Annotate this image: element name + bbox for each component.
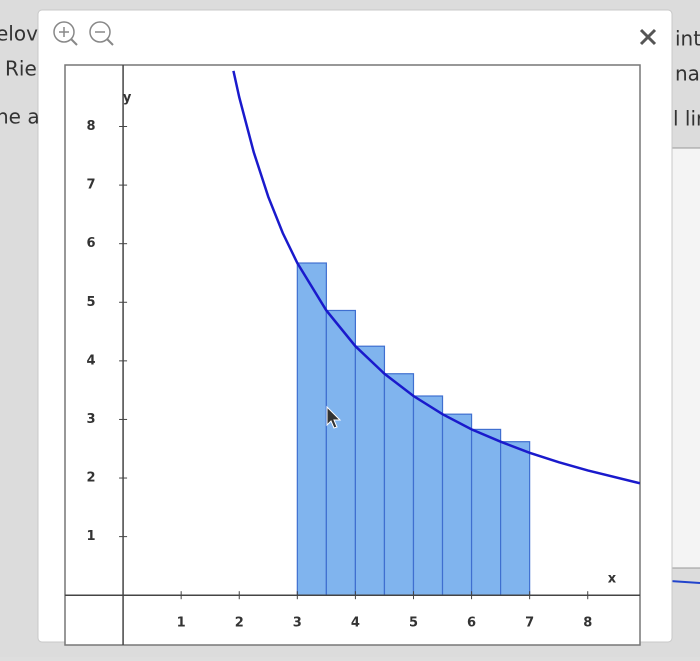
riemann-bar bbox=[383, 373, 415, 596]
y-tick-label: 2 bbox=[87, 471, 96, 486]
background-text: elov bbox=[0, 22, 38, 46]
riemann-bar bbox=[325, 309, 357, 596]
x-tick-label: 4 bbox=[351, 616, 360, 631]
y-tick-label: 7 bbox=[87, 178, 96, 193]
background-text: inte bbox=[675, 27, 700, 51]
side-panel bbox=[667, 147, 700, 569]
y-tick-label: 8 bbox=[87, 119, 96, 134]
x-tick-label: 1 bbox=[177, 616, 186, 631]
zoom-out[interactable] bbox=[89, 21, 114, 46]
zoom-in[interactable] bbox=[53, 21, 78, 46]
x-tick-label: 5 bbox=[409, 616, 418, 631]
x-tick-label: 3 bbox=[293, 616, 302, 631]
background-text: he a bbox=[0, 105, 40, 129]
riemann-bar bbox=[412, 395, 444, 596]
background-text: nar bbox=[675, 62, 700, 86]
riemann-bar bbox=[354, 345, 386, 596]
y-tick-label: 5 bbox=[87, 295, 96, 310]
y-tick-label: 3 bbox=[87, 412, 96, 427]
riemann-bar bbox=[441, 413, 473, 596]
y-tick-label: 6 bbox=[87, 236, 96, 251]
x-tick-label: 2 bbox=[235, 616, 244, 631]
x-axis-label: x bbox=[608, 572, 617, 587]
y-tick-label: 1 bbox=[87, 529, 96, 544]
plot bbox=[65, 65, 640, 645]
x-tick-label: 8 bbox=[583, 616, 592, 631]
riemann-bar bbox=[296, 262, 327, 596]
y-tick-label: 4 bbox=[87, 353, 96, 368]
x-tick-label: 6 bbox=[467, 616, 476, 631]
riemann-bar bbox=[500, 441, 531, 596]
close-button[interactable] bbox=[639, 28, 657, 46]
curve bbox=[232, 70, 640, 485]
x-tick-label: 7 bbox=[525, 616, 534, 631]
riemann-bar bbox=[470, 428, 502, 596]
background-text: Rie bbox=[5, 57, 37, 81]
cursor bbox=[326, 405, 342, 429]
background-text: l lir bbox=[673, 107, 700, 131]
y-axis-label: y bbox=[123, 91, 132, 106]
